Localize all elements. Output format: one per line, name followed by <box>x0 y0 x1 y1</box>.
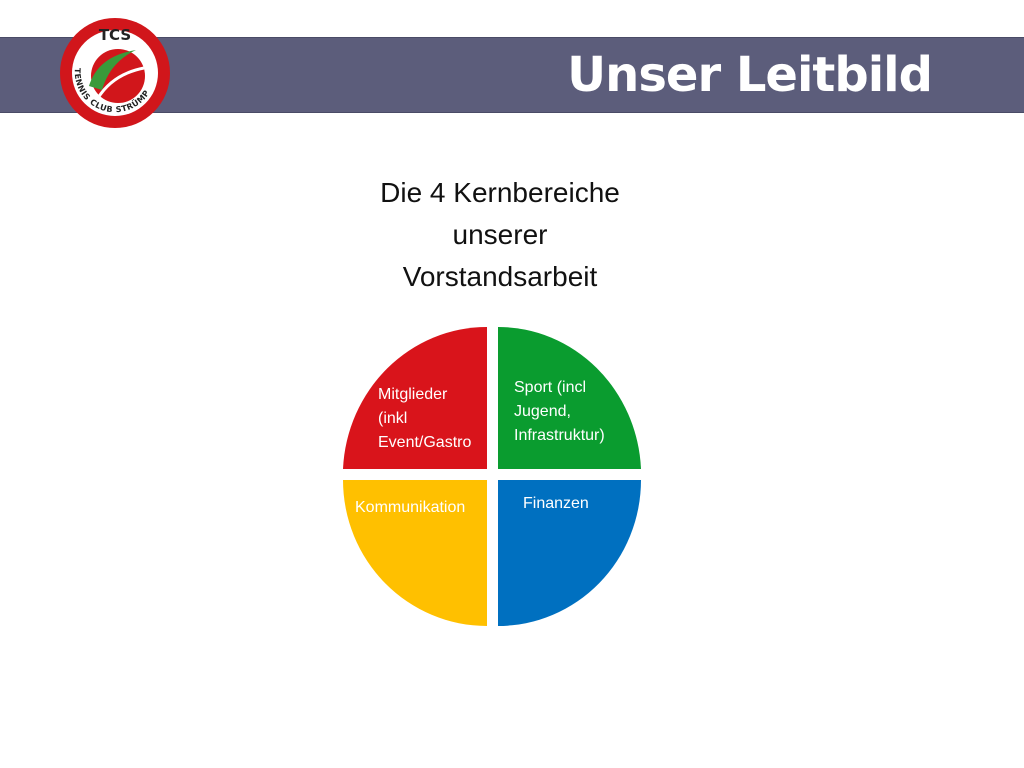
quadrant-members <box>343 326 487 469</box>
quadrant-sport-label: Sport (incl Jugend, Infrastruktur) <box>514 376 605 448</box>
diagram-heading: Die 4 Kernbereiche unserer Vorstandsarbe… <box>340 172 660 298</box>
quadrant-label-line: Event/Gastro <box>378 434 472 451</box>
swoosh-icon <box>89 50 136 90</box>
title-banner: Unser Leitbild <box>0 37 1024 113</box>
heading-line: Die 4 Kernbereiche <box>380 177 620 208</box>
quadrant-members-label: Mitglieder (inkl Event/Gastro <box>378 383 471 455</box>
ball-seam-icon <box>96 66 145 99</box>
quadrant-label-line: Finanzen <box>523 495 589 512</box>
quadrant-sport <box>498 326 641 469</box>
quadrant-communication <box>343 480 487 626</box>
quadrant-label-line: Infrastruktur) <box>514 427 605 444</box>
quadrant-label-line: Sport (incl <box>514 379 587 396</box>
club-logo: TCS TENNIS CLUB STRÜMP <box>60 18 170 128</box>
core-areas-diagram <box>343 326 641 626</box>
quadrant-finance-label: Finanzen <box>523 492 589 516</box>
quadrant-label-line: (inkl <box>378 410 408 427</box>
quadrant-finance <box>498 480 641 626</box>
heading-line: Vorstandsarbeit <box>402 261 598 292</box>
quadrant-label-line: Kommunikation <box>355 499 466 516</box>
logo-abbr: TCS <box>99 26 131 44</box>
heading-line: unserer <box>452 219 548 250</box>
quadrant-label-line: Jugend, <box>514 403 571 420</box>
page-title: Unser Leitbild <box>567 47 933 103</box>
quadrant-communication-label: Kommunikation <box>355 496 465 520</box>
quadrant-label-line: Mitglieder <box>378 386 448 403</box>
